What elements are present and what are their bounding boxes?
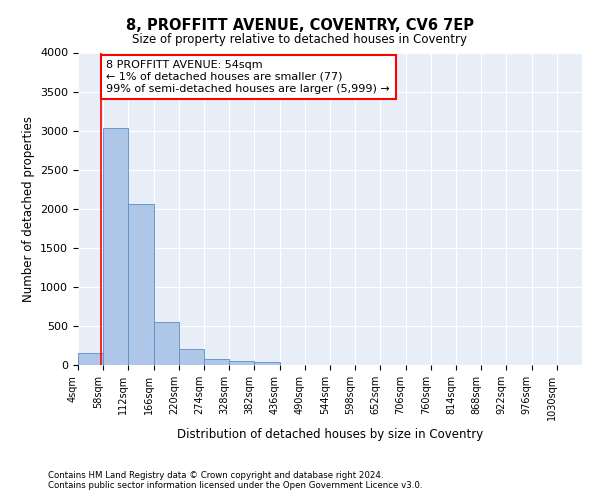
Bar [128, 204, 154, 365]
Bar [254, 362, 280, 365]
Bar [154, 322, 179, 365]
Text: 8, PROFFITT AVENUE, COVENTRY, CV6 7EP: 8, PROFFITT AVENUE, COVENTRY, CV6 7EP [126, 18, 474, 32]
Text: 8 PROFFITT AVENUE: 54sqm
← 1% of detached houses are smaller (77)
99% of semi-de: 8 PROFFITT AVENUE: 54sqm ← 1% of detache… [106, 60, 390, 94]
Text: Size of property relative to detached houses in Coventry: Size of property relative to detached ho… [133, 32, 467, 46]
Bar [103, 128, 128, 365]
Bar [78, 354, 103, 365]
Y-axis label: Number of detached properties: Number of detached properties [22, 116, 35, 302]
Text: Contains HM Land Registry data © Crown copyright and database right 2024.
Contai: Contains HM Land Registry data © Crown c… [48, 470, 422, 490]
Bar [229, 360, 254, 365]
Bar [179, 350, 204, 365]
X-axis label: Distribution of detached houses by size in Coventry: Distribution of detached houses by size … [177, 428, 483, 442]
Bar [204, 359, 229, 365]
